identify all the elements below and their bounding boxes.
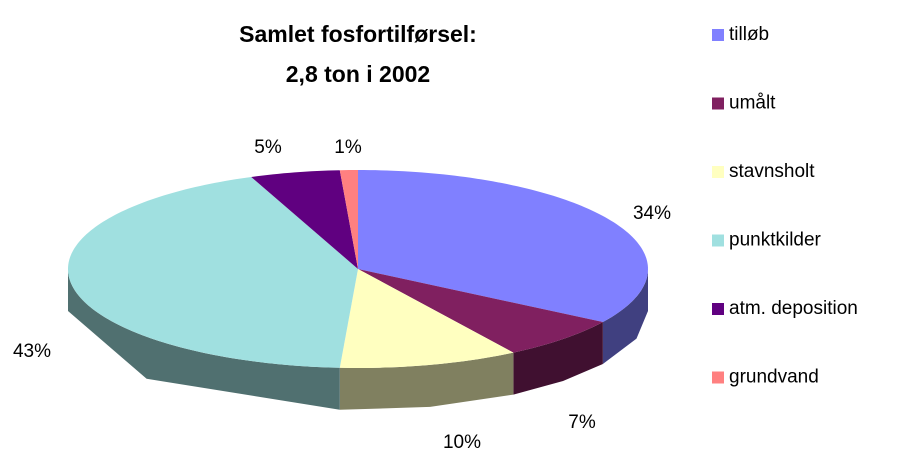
legend-swatch — [712, 234, 724, 247]
pie-slice — [339, 269, 514, 368]
legend-label: umålt — [729, 93, 776, 114]
data-label: 34% — [633, 203, 671, 224]
legend-label: grundvand — [729, 367, 819, 388]
legend-label: atm. deposition — [729, 298, 858, 319]
pie-slice — [358, 170, 648, 323]
pie-slice — [68, 176, 358, 368]
pie-slice-side — [602, 269, 648, 365]
legend-swatch — [712, 97, 724, 110]
legend-swatch — [712, 303, 724, 315]
pie-slice-side — [68, 269, 340, 410]
chart-title: Samlet fosfortilførsel: — [239, 21, 477, 47]
legend-swatch — [712, 166, 724, 178]
data-label: 7% — [568, 412, 596, 433]
legend-label: stavnsholt — [729, 161, 815, 182]
chart-title: 2,8 ton i 2002 — [286, 61, 430, 87]
legend-swatch — [712, 29, 724, 41]
data-label: 43% — [13, 341, 51, 362]
data-label: 5% — [254, 137, 282, 158]
pie-slice — [358, 269, 603, 353]
pie-slice — [251, 170, 358, 269]
legend-label: punktkilder — [729, 230, 822, 251]
pie-slice-side — [339, 352, 514, 410]
legend-label: tilløb — [729, 24, 769, 45]
pie-slice-side — [513, 322, 603, 395]
legend-swatch — [712, 371, 724, 384]
data-label: 1% — [334, 137, 362, 158]
pie-slice — [339, 170, 358, 269]
data-label: 10% — [443, 432, 481, 450]
